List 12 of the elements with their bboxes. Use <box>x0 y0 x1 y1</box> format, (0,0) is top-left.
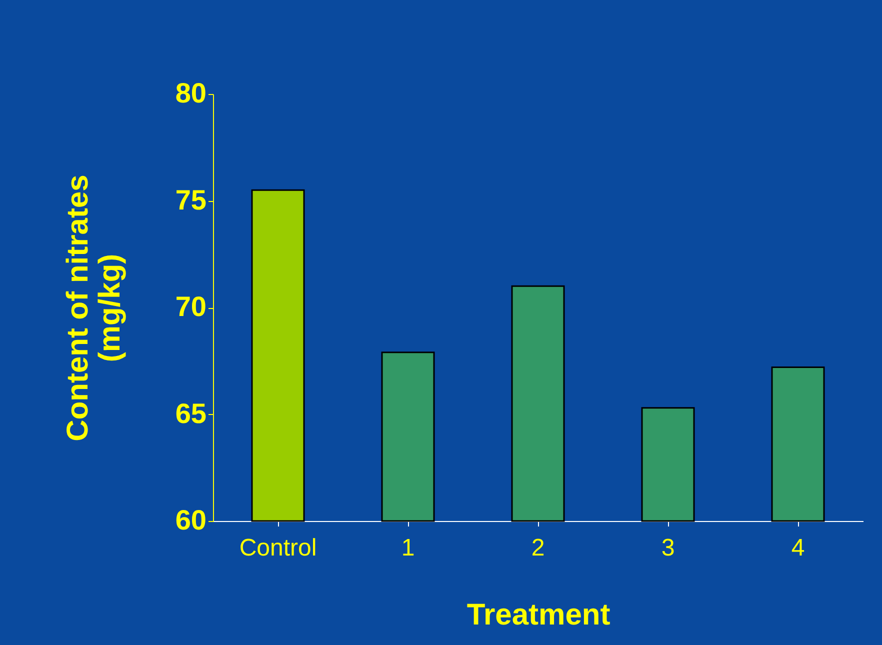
y-tick-label: 60 <box>175 504 206 536</box>
y-tick-label: 80 <box>175 78 206 108</box>
y-axis-title: Content of nitrates (mg/kg) <box>61 174 126 442</box>
x-tick-label: Control <box>239 534 317 562</box>
y-tick-label: 65 <box>175 398 206 429</box>
y-tick-label: 70 <box>175 291 206 322</box>
x-tick-label: 4 <box>791 534 805 562</box>
x-axis-title: Treatment <box>466 598 610 632</box>
x-tick-label: 2 <box>531 534 545 562</box>
x-tick-label: 3 <box>661 534 675 562</box>
x-tick-label: 1 <box>401 534 415 562</box>
y-tick-label: 75 <box>175 184 206 216</box>
